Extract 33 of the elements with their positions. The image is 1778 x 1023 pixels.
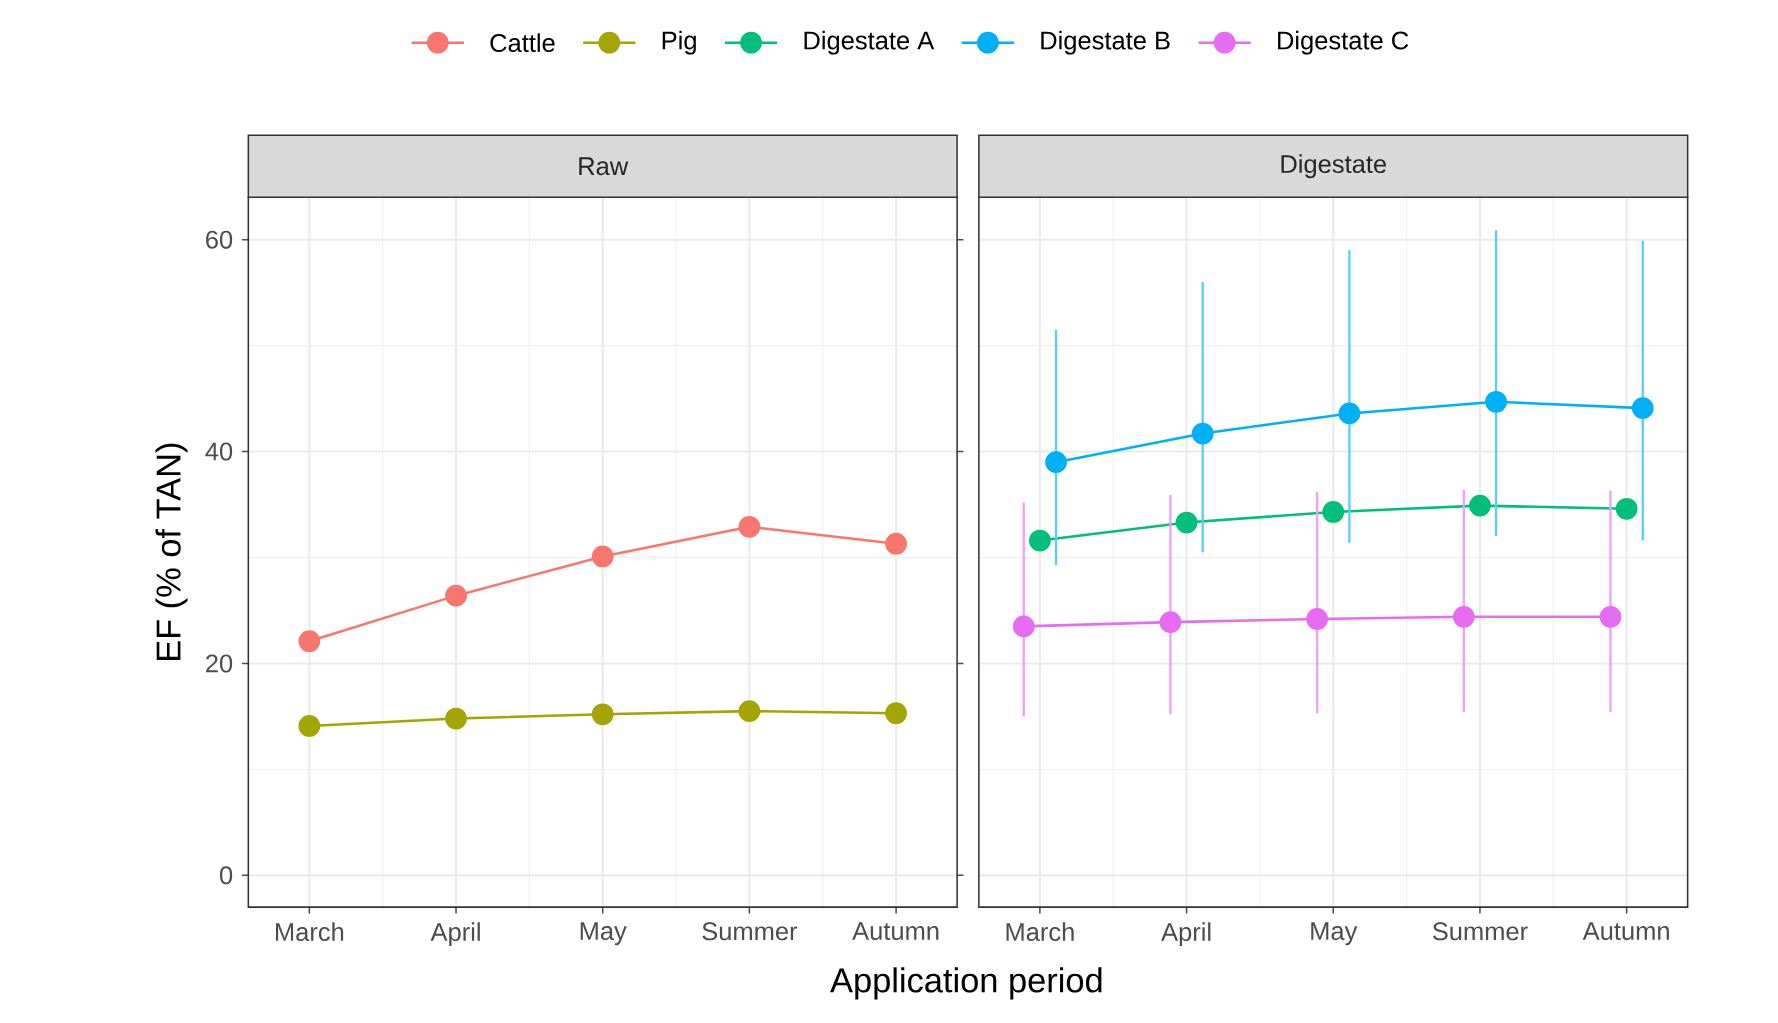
x-tick-label: Summer bbox=[1432, 922, 1528, 941]
point bbox=[738, 700, 761, 723]
point bbox=[885, 702, 907, 725]
y-tick-label: 60 bbox=[206, 230, 233, 249]
x-axis-title: Application period bbox=[830, 967, 1102, 1000]
y-tick-label: 40 bbox=[205, 442, 233, 461]
point bbox=[591, 545, 614, 568]
chart-title: Raw bbox=[579, 157, 629, 176]
point bbox=[738, 516, 761, 538]
y-axis-title: EF (% of TAN) bbox=[155, 443, 188, 661]
point bbox=[298, 630, 321, 653]
x-tick-label: March bbox=[1006, 922, 1074, 942]
point bbox=[591, 703, 614, 726]
legend-label: Pig bbox=[662, 31, 696, 55]
x-tick-label: March bbox=[276, 922, 344, 942]
point bbox=[445, 707, 467, 730]
x-tick-label: Autumn bbox=[1582, 922, 1669, 941]
x-tick-label: Autumn bbox=[852, 922, 939, 941]
point bbox=[445, 584, 467, 607]
legend-label: Digestate A bbox=[804, 31, 935, 55]
x-tick-label: April bbox=[1161, 922, 1211, 947]
legend-label: Digestate C bbox=[1278, 31, 1409, 55]
x-tick-label: Summer bbox=[702, 922, 798, 941]
chart-title: Digestate bbox=[1281, 154, 1386, 179]
y-tick-label: 20 bbox=[206, 654, 233, 673]
x-tick-label: May bbox=[580, 922, 627, 946]
y-tick-label: 0 bbox=[219, 866, 233, 885]
legend-label: Cattle bbox=[490, 33, 555, 53]
x-tick-label: May bbox=[1311, 922, 1358, 946]
point bbox=[885, 533, 907, 555]
x-tick-label: April bbox=[430, 922, 480, 947]
point bbox=[298, 715, 321, 738]
legend-label: Digestate B bbox=[1041, 31, 1170, 55]
